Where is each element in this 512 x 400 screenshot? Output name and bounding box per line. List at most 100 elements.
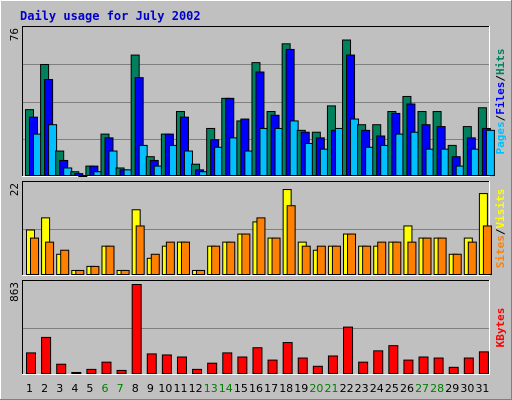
bar-sites-day-20 — [316, 245, 326, 276]
x-tick-label-day-31: 31 — [475, 382, 489, 395]
bar-kbytes-day-15 — [237, 356, 248, 374]
x-tick-label-day-4: 4 — [71, 382, 78, 395]
bar-kbytes-day-18 — [282, 342, 293, 374]
bar-sites-day-27 — [422, 237, 432, 276]
bar-kbytes-day-12 — [192, 368, 203, 374]
bar-sites-day-6 — [105, 245, 115, 276]
bar-kbytes-day-16 — [252, 347, 263, 374]
x-tick-label-day-11: 11 — [174, 382, 188, 395]
bar-kbytes-day-7 — [116, 369, 127, 374]
legend-entry-files: Files — [494, 82, 507, 115]
x-tick-label-day-23: 23 — [355, 382, 369, 395]
bar-sites-day-26 — [407, 241, 417, 276]
legend-entry-kbytes: KBytes — [494, 308, 507, 348]
bar-kbytes-day-24 — [373, 350, 384, 375]
bar-sites-day-9 — [150, 253, 160, 275]
bar-kbytes-day-26 — [403, 359, 414, 375]
y-max-label-1: 76 — [8, 28, 21, 41]
x-tick-label-day-30: 30 — [460, 382, 474, 395]
x-tick-label-day-2: 2 — [41, 382, 48, 395]
bar-sites-day-4 — [75, 269, 85, 276]
bar-kbytes-day-4 — [71, 371, 82, 375]
legend-entry-hits: Hits — [494, 49, 507, 76]
bar-sites-day-12 — [196, 269, 206, 276]
bar-kbytes-day-5 — [86, 368, 97, 374]
bar-sites-day-28 — [437, 237, 447, 276]
x-tick-label-day-7: 7 — [117, 382, 124, 395]
x-tick-label-day-17: 17 — [264, 382, 278, 395]
bar-sites-day-30 — [467, 241, 477, 276]
bar-sites-day-18 — [286, 205, 296, 276]
side-legend-1: Pages/Files/Hits — [494, 49, 507, 155]
bar-sites-day-22 — [347, 233, 357, 275]
bar-kbytes-day-6 — [101, 361, 112, 375]
x-tick-label-day-10: 10 — [158, 382, 172, 395]
bar-sites-day-25 — [392, 241, 402, 276]
bar-kbytes-day-3 — [56, 363, 67, 374]
bar-kbytes-day-13 — [207, 362, 218, 374]
x-tick-label-day-28: 28 — [430, 382, 444, 395]
bar-sites-day-8 — [135, 225, 145, 275]
bar-sites-day-16 — [256, 217, 266, 275]
y-max-label-2: 22 — [8, 183, 21, 196]
bar-pages-day-6 — [108, 150, 118, 176]
side-legend-2: Sites/Visits — [494, 189, 507, 269]
x-tick-label-day-14: 14 — [219, 382, 233, 395]
bar-kbytes-day-2 — [41, 336, 52, 374]
bar-sites-day-7 — [120, 269, 130, 276]
x-tick-label-day-16: 16 — [249, 382, 263, 395]
bar-sites-day-21 — [331, 245, 341, 276]
bar-kbytes-day-25 — [388, 345, 399, 375]
chart-title: Daily usage for July 2002 — [20, 9, 201, 23]
x-tick-label-day-20: 20 — [309, 382, 323, 395]
bar-sites-day-5 — [90, 265, 100, 275]
bar-kbytes-day-27 — [418, 356, 429, 374]
bar-kbytes-day-28 — [433, 357, 444, 374]
bar-sites-day-31 — [482, 225, 492, 275]
bar-sites-day-1 — [30, 237, 39, 276]
bar-kbytes-day-20 — [312, 365, 323, 375]
bar-kbytes-day-23 — [358, 361, 369, 375]
bar-kbytes-day-11 — [176, 356, 187, 374]
legend-entry-sites: Sites — [494, 235, 507, 268]
bar-kbytes-day-8 — [131, 284, 142, 374]
x-tick-label-day-19: 19 — [294, 382, 308, 395]
bar-sites-day-24 — [377, 241, 387, 276]
legend-entry-: / — [494, 75, 507, 82]
x-tick-label-day-3: 3 — [56, 382, 63, 395]
x-tick-label-day-26: 26 — [400, 382, 414, 395]
side-legend-3: KBytes — [494, 308, 507, 348]
bar-pages-day-2 — [48, 124, 58, 176]
bar-sites-day-3 — [60, 249, 70, 276]
bar-sites-day-15 — [241, 233, 251, 275]
x-tick-label-day-25: 25 — [385, 382, 399, 395]
bar-kbytes-day-21 — [327, 355, 338, 375]
bar-kbytes-day-31 — [478, 351, 489, 374]
bar-kbytes-day-17 — [267, 359, 278, 375]
bar-kbytes-day-9 — [146, 353, 157, 374]
bar-sites-day-11 — [180, 241, 190, 276]
legend-entry-: / — [494, 228, 507, 235]
bar-kbytes-day-14 — [222, 352, 233, 374]
x-tick-label-day-27: 27 — [415, 382, 429, 395]
bar-sites-day-14 — [226, 241, 236, 276]
x-tick-label-day-9: 9 — [147, 382, 154, 395]
bar-sites-day-17 — [271, 237, 281, 276]
bar-kbytes-day-22 — [343, 326, 354, 375]
legend-entry-: / — [494, 114, 507, 121]
bar-sites-day-23 — [362, 245, 372, 276]
x-tick-label-day-24: 24 — [370, 382, 384, 395]
bar-sites-day-19 — [301, 245, 311, 276]
bar-sites-day-13 — [211, 245, 221, 276]
x-tick-label-day-1: 1 — [26, 382, 33, 395]
bar-kbytes-day-19 — [297, 357, 308, 374]
x-tick-label-day-21: 21 — [324, 382, 338, 395]
legend-entry-visits: Visits — [494, 189, 507, 229]
x-tick-label-day-8: 8 — [132, 382, 139, 395]
x-tick-label-day-13: 13 — [204, 382, 218, 395]
x-tick-label-day-12: 12 — [189, 382, 203, 395]
x-tick-label-day-29: 29 — [445, 382, 459, 395]
x-tick-label-day-18: 18 — [279, 382, 293, 395]
